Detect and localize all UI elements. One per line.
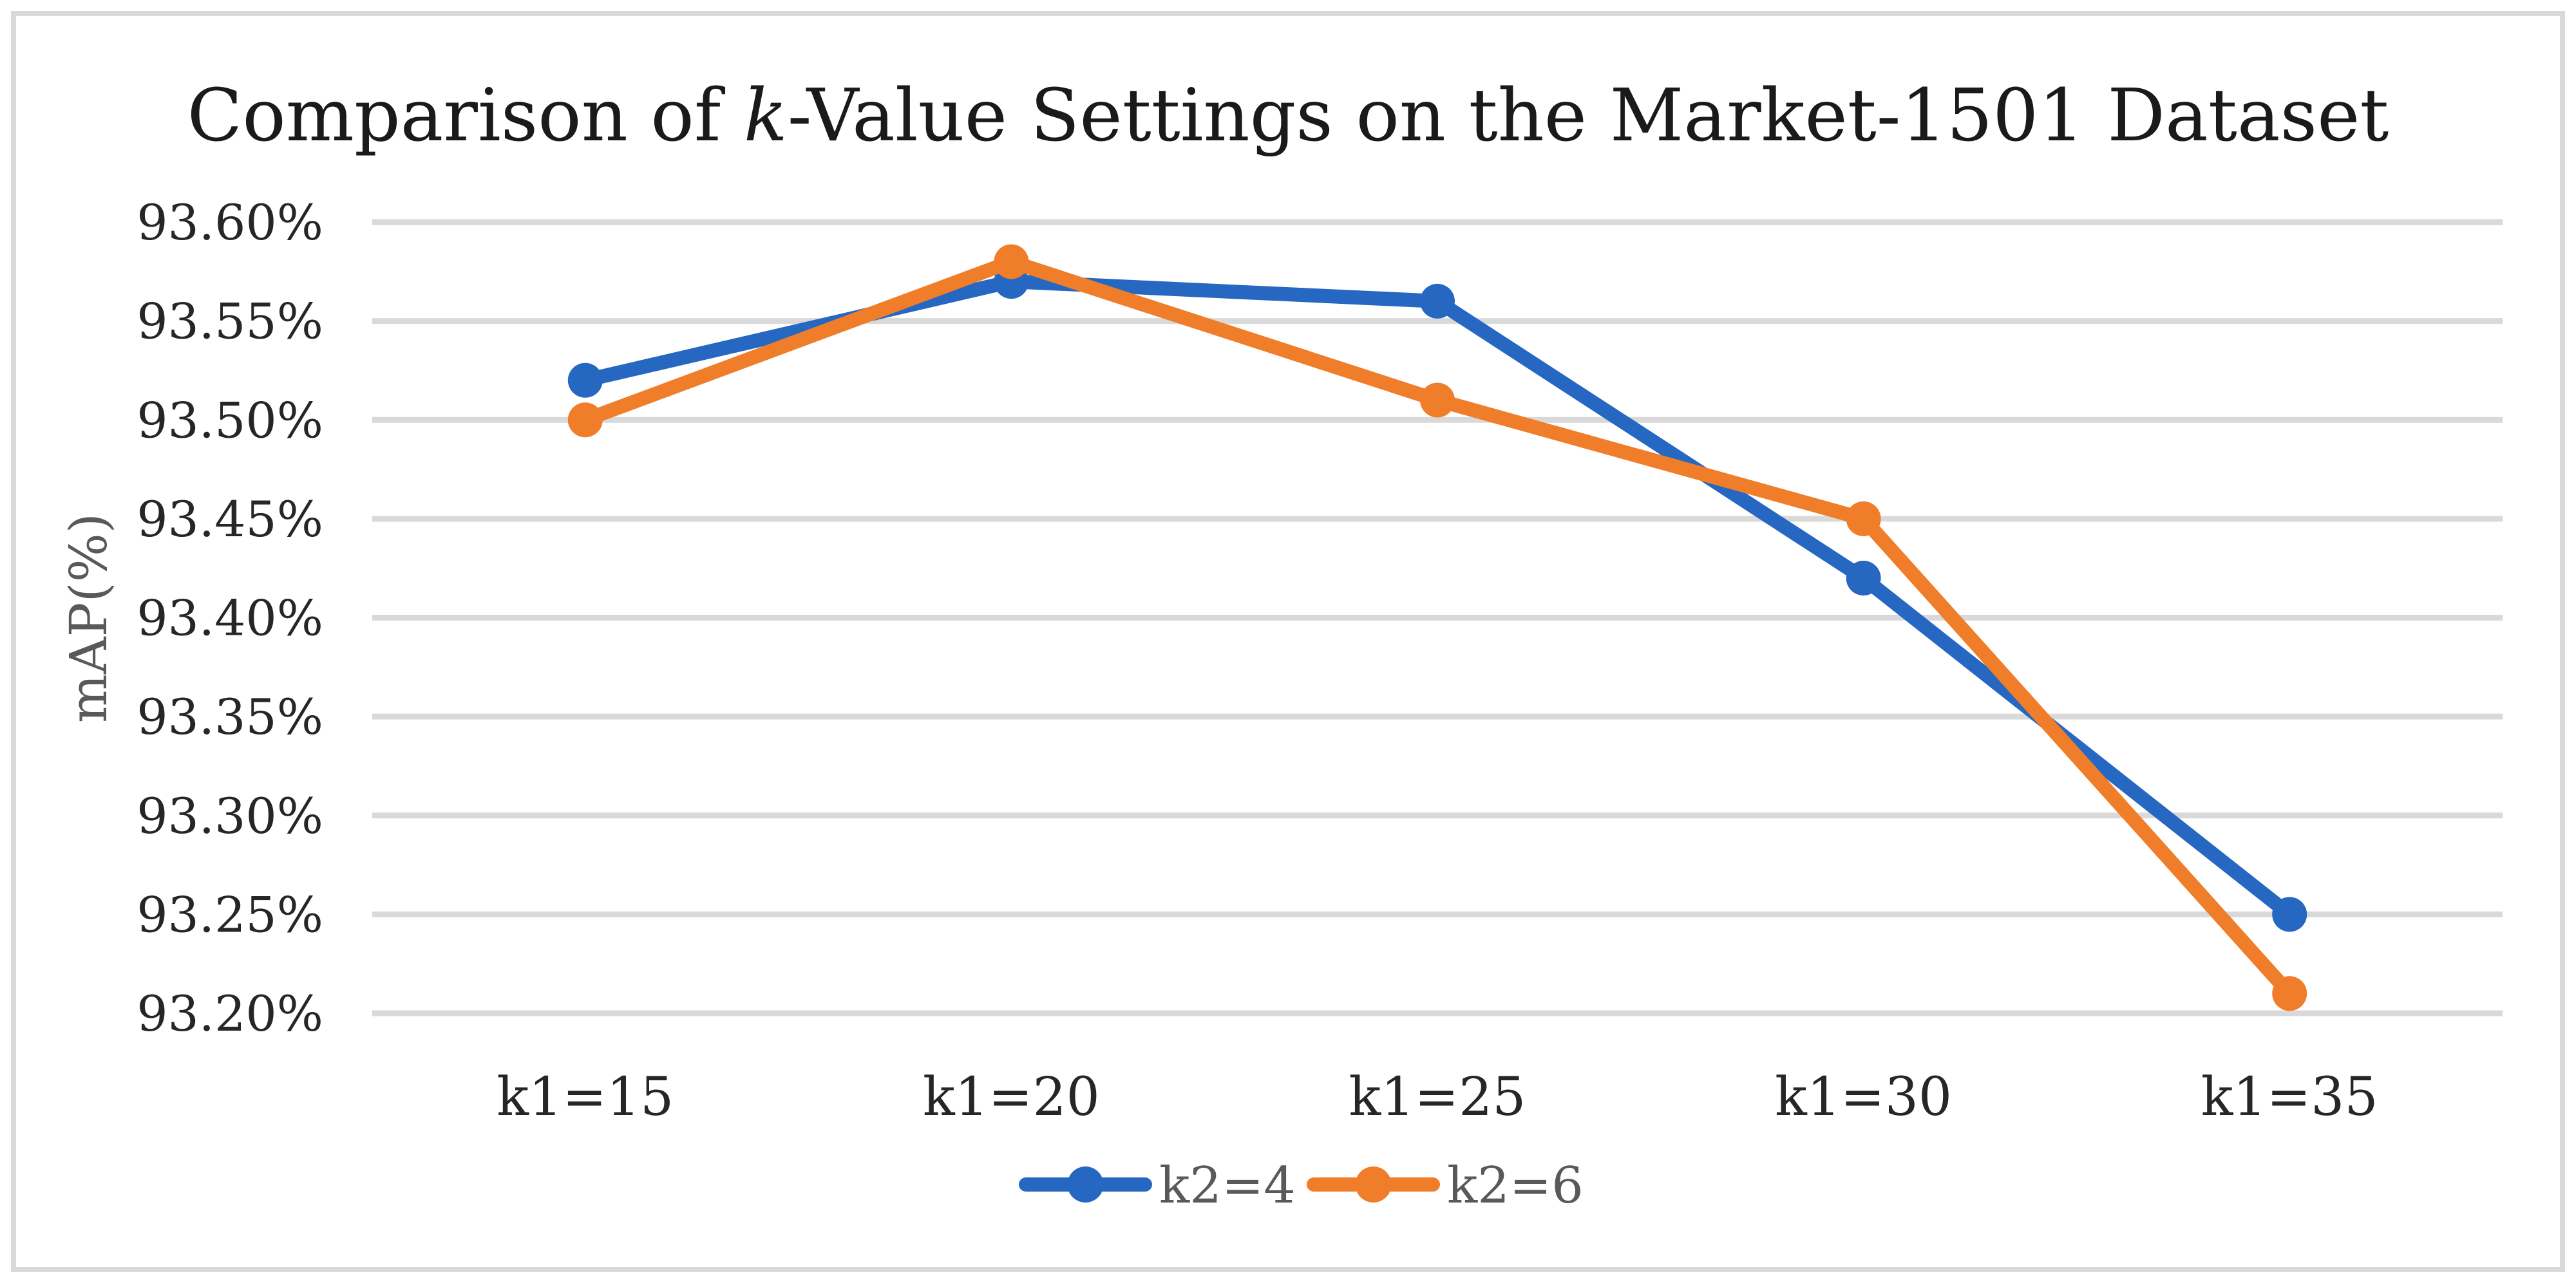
legend-marker-icon (1067, 1166, 1104, 1203)
y-tick-label: 93.60% (137, 194, 323, 251)
x-tick-label: k1=35 (2201, 1067, 2378, 1128)
data-point-marker-k2-4 (1420, 283, 1455, 319)
gridlines-group (372, 219, 2503, 1016)
chart-frame-border (11, 11, 2565, 1272)
series-lines-group (567, 244, 2307, 1011)
data-point-marker-k2-4 (567, 362, 603, 398)
y-tick-label: 93.50% (137, 391, 323, 449)
y-tick-label: 93.45% (137, 491, 323, 548)
y-axis-title: mAP(%) (59, 513, 118, 723)
y-tick-label: 93.40% (137, 590, 323, 647)
legend-label: k2=4 (1159, 1157, 1296, 1215)
y-tick-label: 93.20% (137, 985, 323, 1042)
legend-marker-icon (1355, 1166, 1392, 1203)
y-tick-label: 93.35% (137, 688, 323, 745)
data-point-marker-k2-6 (994, 244, 1029, 279)
data-point-marker-k2-4 (1846, 561, 1881, 596)
y-tick-label: 93.25% (137, 886, 323, 943)
chart-title-prefix: Comparison of (187, 74, 744, 158)
data-point-marker-k2-6 (1420, 382, 1455, 418)
y-tick-label: 93.30% (137, 787, 323, 845)
x-tick-label: k1=30 (1775, 1067, 1952, 1128)
x-tick-labels-group: k1=15 k1=20 k1=25 k1=30 k1=35 (497, 1067, 2378, 1128)
legend-label: k2=6 (1447, 1157, 1584, 1215)
x-tick-label: k1=25 (1349, 1067, 1526, 1128)
series-line-k2-6 (578, 254, 2297, 1001)
data-point-marker-k2-6 (1846, 501, 1881, 536)
y-tick-label: 93.55% (137, 293, 323, 350)
data-point-marker-k2-4 (2272, 897, 2307, 932)
legend: k2=4 k2=6 (1019, 1157, 1584, 1215)
legend-item-k2-4: k2=4 (1019, 1157, 1296, 1215)
y-tick-labels-group: 93.60% 93.55% 93.50% 93.45% 93.40% 93.35% 93.3… (137, 194, 323, 1042)
series-line-k2-4 (578, 274, 2297, 922)
x-tick-label: k1=20 (923, 1067, 1100, 1128)
chart-title-suffix: -Value Settings on the Market-1501 Datas… (788, 74, 2389, 158)
data-point-marker-k2-6 (567, 402, 603, 438)
legend-item-k2-6: k2=6 (1307, 1157, 1584, 1215)
data-point-marker-k2-6 (2272, 976, 2307, 1011)
chart-title-italic-k: k (744, 74, 788, 158)
chart-title: Comparison of k-Value Settings on the Ma… (187, 74, 2389, 158)
x-tick-label: k1=15 (497, 1067, 674, 1128)
